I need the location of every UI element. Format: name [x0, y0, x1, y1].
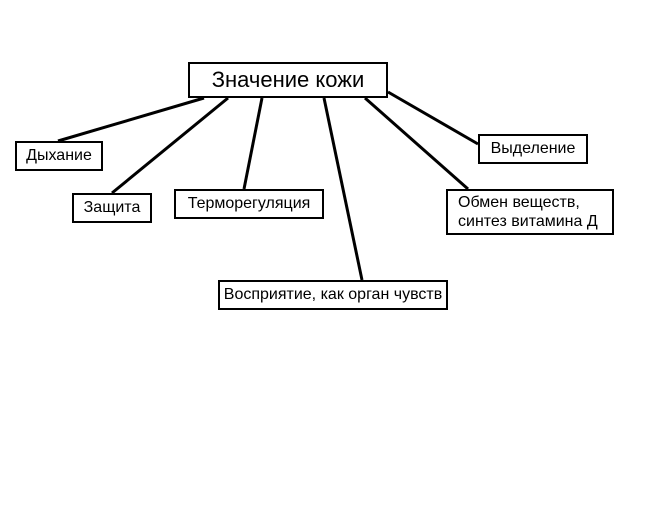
node-breathing: Дыхание: [15, 141, 103, 171]
node-label: Восприятие, как орган чувств: [224, 285, 442, 304]
concept-map: Значение кожи Дыхание Защита Терморегуляция…: [0, 0, 659, 527]
node-excretion: Выделение: [478, 134, 588, 164]
edge: [365, 98, 468, 189]
node-label: Обмен веществ, синтез витамина Д: [458, 193, 602, 231]
node-label: Выделение: [491, 139, 576, 158]
node-label: Дыхание: [26, 146, 92, 165]
edge: [324, 98, 362, 280]
node-metabolism: Обмен веществ, синтез витамина Д: [446, 189, 614, 235]
edge: [388, 92, 478, 144]
node-label: Защита: [84, 198, 141, 217]
edge: [244, 98, 262, 189]
edge: [58, 98, 204, 141]
node-label: Терморегуляция: [188, 194, 311, 213]
node-protection: Защита: [72, 193, 152, 223]
node-label: Значение кожи: [212, 67, 365, 93]
node-root: Значение кожи: [188, 62, 388, 98]
node-thermoreg: Терморегуляция: [174, 189, 324, 219]
node-perception: Восприятие, как орган чувств: [218, 280, 448, 310]
edge: [112, 98, 228, 193]
